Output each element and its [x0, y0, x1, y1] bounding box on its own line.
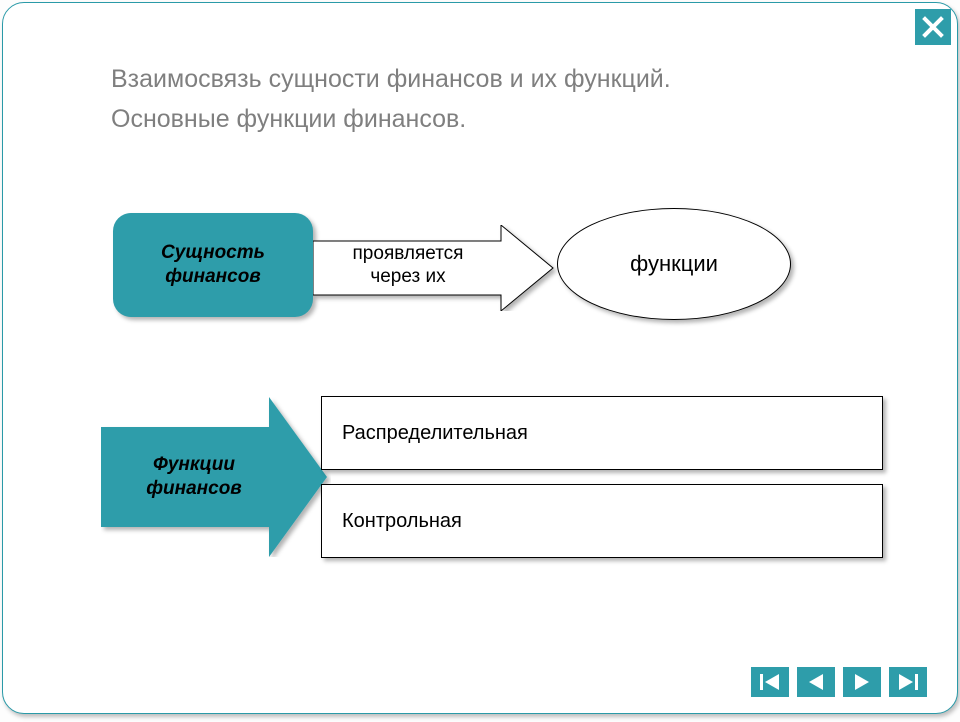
- node-arrow-manifest: проявляется через их: [313, 225, 558, 311]
- node-functions-arrow: Функции финансов: [101, 397, 331, 557]
- close-icon: [921, 15, 945, 39]
- item-2-label: Контрольная: [342, 510, 462, 533]
- node-essence-label: Сущность финансов: [113, 241, 313, 289]
- next-icon: [851, 673, 873, 691]
- title-line-1: Взаимосвязь сущности финансов и их функц…: [111, 65, 671, 93]
- node-item-1: Распределительная: [321, 396, 883, 470]
- big-arrow-line-2: финансов: [146, 478, 242, 499]
- nav-last-button[interactable]: [889, 667, 927, 697]
- arrow-text-line-2: через их: [370, 266, 445, 287]
- item-1-label: Распределительная: [342, 422, 528, 445]
- ellipse-label: функции: [630, 251, 718, 277]
- prev-icon: [805, 673, 827, 691]
- nav-first-button[interactable]: [751, 667, 789, 697]
- nav-next-button[interactable]: [843, 667, 881, 697]
- node-functions-ellipse: функции: [557, 208, 791, 320]
- node-essence: Сущность финансов: [113, 213, 313, 317]
- title-line-2: Основные функции финансов.: [111, 105, 466, 133]
- first-icon: [759, 673, 781, 691]
- nav-prev-button[interactable]: [797, 667, 835, 697]
- big-arrow-line-1: Функции: [153, 454, 235, 475]
- nav-controls: [751, 667, 927, 697]
- arrow-text-line-1: проявляется: [353, 243, 464, 264]
- node-item-2: Контрольная: [321, 484, 883, 558]
- slide-title: Взаимосвязь сущности финансов и их функц…: [111, 59, 891, 139]
- close-button[interactable]: [915, 9, 951, 45]
- slide-frame: Взаимосвязь сущности финансов и их функц…: [2, 2, 958, 714]
- last-icon: [897, 673, 919, 691]
